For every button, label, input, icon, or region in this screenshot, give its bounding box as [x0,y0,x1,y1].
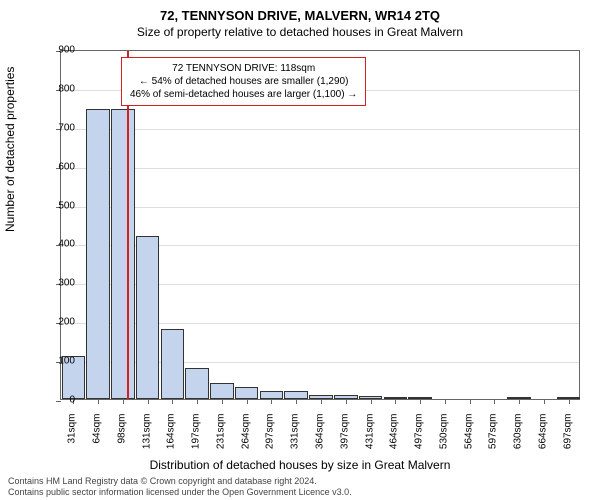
histogram-bar [111,109,135,399]
x-tick-label: 464sqm [389,414,400,464]
y-tick-label: 0 [45,395,75,406]
x-tick-mark [519,399,520,404]
x-tick-label: 564sqm [463,414,474,464]
x-tick-label: 197sqm [191,414,202,464]
y-tick-label: 100 [45,356,75,367]
y-tick-label: 600 [45,161,75,172]
x-tick-label: 98sqm [116,414,127,464]
x-tick-mark [98,399,99,404]
gridline [61,129,579,130]
sub-title: Size of property relative to detached ho… [0,23,600,39]
annotation-box: 72 TENNYSON DRIVE: 118sqm ← 54% of detac… [121,57,366,106]
x-tick-mark [123,399,124,404]
x-tick-mark [247,399,248,404]
histogram-bar [235,387,259,399]
histogram-bar [86,109,110,399]
y-tick-label: 900 [45,45,75,56]
x-tick-label: 530sqm [438,414,449,464]
x-tick-mark [296,399,297,404]
x-tick-label: 497sqm [414,414,425,464]
x-tick-label: 630sqm [513,414,524,464]
y-tick-label: 200 [45,317,75,328]
y-tick-label: 700 [45,122,75,133]
x-tick-label: 131sqm [141,414,152,464]
x-tick-mark [494,399,495,404]
x-tick-mark [148,399,149,404]
x-tick-mark [544,399,545,404]
y-tick-label: 300 [45,278,75,289]
x-tick-mark [420,399,421,404]
y-tick-label: 500 [45,200,75,211]
x-tick-label: 264sqm [240,414,251,464]
y-tick-label: 400 [45,239,75,250]
histogram-bar [260,391,284,399]
x-tick-label: 297sqm [265,414,276,464]
x-tick-mark [395,399,396,404]
footer: Contains HM Land Registry data © Crown c… [8,476,352,498]
histogram-bar [210,383,234,399]
x-tick-mark [445,399,446,404]
annotation-line2: ← 54% of detached houses are smaller (1,… [130,75,357,88]
histogram-bar [284,391,308,399]
x-tick-label: 31sqm [67,414,78,464]
main-title: 72, TENNYSON DRIVE, MALVERN, WR14 2TQ [0,0,600,23]
histogram-bar [136,236,160,399]
annotation-line3: 46% of semi-detached houses are larger (… [130,88,357,101]
x-tick-mark [172,399,173,404]
gridline [61,168,579,169]
y-tick-label: 800 [45,83,75,94]
x-tick-mark [321,399,322,404]
x-tick-mark [346,399,347,404]
footer-line1: Contains HM Land Registry data © Crown c… [8,476,352,487]
x-tick-label: 64sqm [92,414,103,464]
x-tick-mark [569,399,570,404]
x-tick-label: 397sqm [339,414,350,464]
x-tick-mark [197,399,198,404]
histogram-bar [185,368,209,399]
x-tick-label: 664sqm [537,414,548,464]
x-tick-mark [371,399,372,404]
x-tick-label: 331sqm [290,414,301,464]
x-tick-label: 431sqm [364,414,375,464]
chart-area: 72 TENNYSON DRIVE: 118sqm ← 54% of detac… [60,50,580,400]
x-tick-mark [470,399,471,404]
x-tick-mark [222,399,223,404]
gridline [61,207,579,208]
footer-line2: Contains public sector information licen… [8,487,352,498]
x-tick-label: 697sqm [562,414,573,464]
x-tick-label: 597sqm [488,414,499,464]
y-axis-label: Number of detached properties [3,67,17,232]
x-tick-label: 231sqm [215,414,226,464]
x-tick-mark [271,399,272,404]
x-tick-label: 364sqm [315,414,326,464]
x-tick-label: 164sqm [166,414,177,464]
histogram-bar [161,329,185,399]
annotation-line1: 72 TENNYSON DRIVE: 118sqm [130,62,357,75]
